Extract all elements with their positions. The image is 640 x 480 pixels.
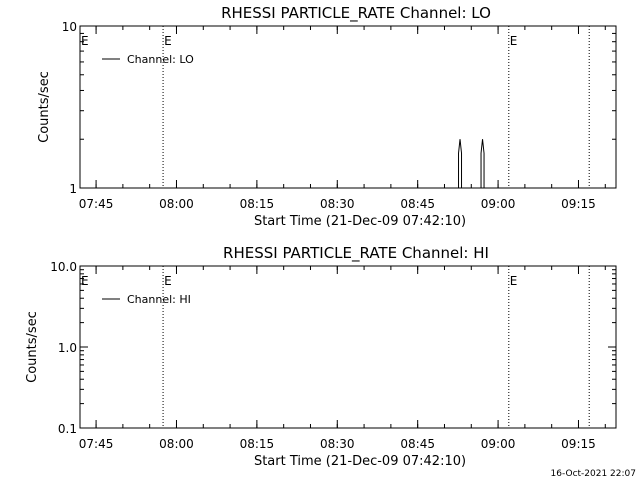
panel1-chart-title: RHESSI PARTICLE_RATE Channel: LO xyxy=(221,4,491,23)
panel2-x-tick-label-0: 07:45 xyxy=(79,437,114,451)
panel1-data-spike-1 xyxy=(480,139,485,188)
panel1-y-tick-label-1: 10 xyxy=(62,20,77,34)
panel1-data-spike-0 xyxy=(458,139,463,188)
panel2-y-tick-label-1: 1.0 xyxy=(58,341,77,355)
panel1-axes-box xyxy=(79,25,617,189)
panel1-event-marker-start: E xyxy=(81,34,89,48)
panel1-y-axis-label: Counts/sec xyxy=(37,71,52,143)
panel2-chart-title: RHESSI PARTICLE_RATE Channel: HI xyxy=(223,244,489,263)
panel2-x-tick-label-6: 09:15 xyxy=(561,437,596,451)
panel1-event-marker-0: E xyxy=(164,34,172,48)
panel2-x-tick-label-3: 08:30 xyxy=(320,437,355,451)
panel2-legend-label: Channel: HI xyxy=(127,293,191,306)
panel2-x-tick-label-5: 09:00 xyxy=(481,437,516,451)
panel1-x-tick-label-6: 09:15 xyxy=(561,197,596,211)
panel2-x-tick-label-1: 08:00 xyxy=(159,437,194,451)
panel1-x-tick-label-1: 08:00 xyxy=(159,197,194,211)
panel2-axes-box xyxy=(79,265,617,429)
panel2-event-marker-start: E xyxy=(81,274,89,288)
panel2-x-axis-label: Start Time (21-Dec-09 07:42:10) xyxy=(254,454,466,469)
panel2-x-tick-label-4: 08:45 xyxy=(400,437,435,451)
panel1-x-tick-label-5: 09:00 xyxy=(481,197,516,211)
panel2-y-axis-label: Counts/sec xyxy=(25,311,40,383)
panel1-x-tick-label-0: 07:45 xyxy=(79,197,114,211)
panel2-event-marker-0: E xyxy=(164,274,172,288)
panel2-y-tick-label-2: 10.0 xyxy=(50,260,77,274)
panel1-x-tick-label-2: 08:15 xyxy=(240,197,275,211)
panel1-x-tick-label-4: 08:45 xyxy=(400,197,435,211)
panel1-y-tick-label-0: 1 xyxy=(69,182,77,196)
panel2-event-marker-1: E xyxy=(510,274,518,288)
footer-timestamp: 16-Oct-2021 22:07 xyxy=(551,469,636,479)
panel1-x-axis-label: Start Time (21-Dec-09 07:42:10) xyxy=(254,214,466,229)
panel1-x-tick-label-3: 08:30 xyxy=(320,197,355,211)
panel1-event-marker-1: E xyxy=(510,34,518,48)
panel2-x-tick-label-2: 08:15 xyxy=(240,437,275,451)
panel2-y-tick-label-0: 0.1 xyxy=(58,422,77,436)
panel1-legend-label: Channel: LO xyxy=(127,53,194,66)
